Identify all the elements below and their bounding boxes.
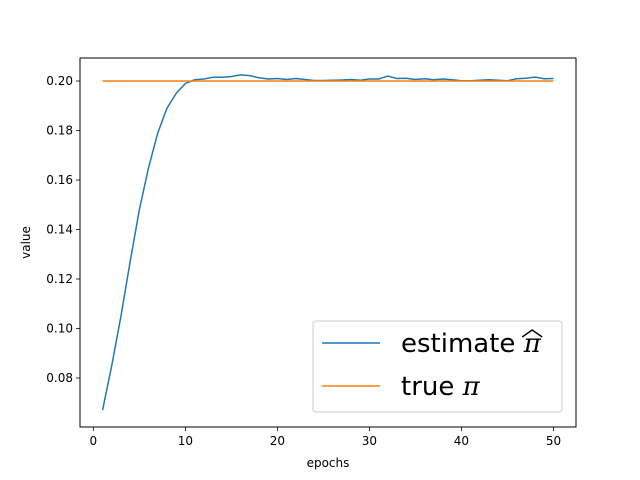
y-tick-label: 0.20 (46, 74, 73, 88)
y-axis-label: value (19, 226, 33, 259)
legend-label-estimate-text: estimate (401, 329, 524, 359)
legend: estimate π true π (312, 320, 563, 413)
x-axis: 0 10 20 30 40 50 (90, 427, 561, 448)
plot-area: 0 10 20 30 40 50 0.08 0.10 0.12 0.14 0.16 0.18 0.20… (19, 57, 577, 470)
y-axis: 0.08 0.10 0.12 0.14 0.16 0.18 0.20 (46, 74, 80, 385)
x-axis-label: epochs (307, 456, 350, 470)
axes-frame (79, 57, 577, 428)
y-tick-label: 0.10 (46, 322, 73, 336)
y-tick-label: 0.12 (46, 272, 73, 286)
legend-label-true-symbol: π (462, 372, 481, 402)
legend-label-true: true π (401, 372, 481, 402)
x-tick-label: 10 (178, 434, 193, 448)
x-tick-label: 0 (90, 434, 98, 448)
y-tick-label: 0.18 (46, 124, 73, 138)
legend-label-estimate-symbol: π (523, 329, 542, 359)
x-tick-label: 50 (546, 434, 561, 448)
legend-label-true-text: true (401, 372, 463, 402)
x-tick-label: 40 (454, 434, 469, 448)
series-layer (101, 74, 554, 411)
x-tick-label: 30 (362, 434, 377, 448)
legend-label-estimate: estimate π (401, 329, 542, 359)
y-tick-label: 0.08 (46, 371, 73, 385)
legend-hat-mark (521, 329, 543, 338)
y-tick-label: 0.16 (46, 173, 73, 187)
x-tick-label: 20 (270, 434, 285, 448)
y-tick-label: 0.14 (46, 223, 73, 237)
